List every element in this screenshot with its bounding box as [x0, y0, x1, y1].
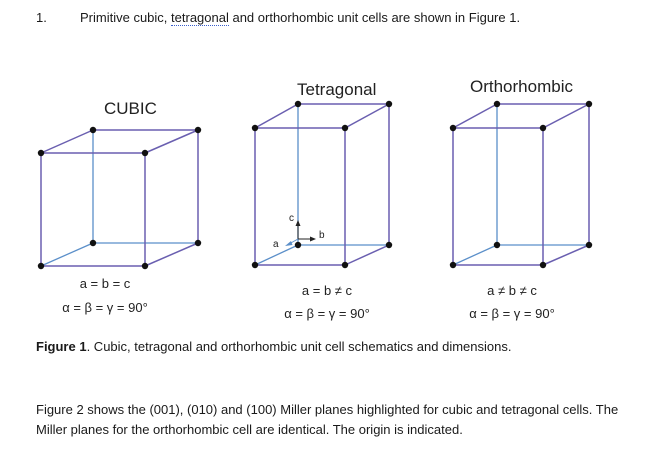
orthorhombic-title: Orthorhombic [470, 77, 573, 96]
tetragonal-angles: α = β = γ = 90° [284, 306, 370, 321]
caption-label: Figure 1 [36, 339, 87, 354]
cubic-angles: α = β = γ = 90° [62, 300, 148, 315]
question-text-start: Primitive cubic, [80, 10, 172, 25]
cubic-title: CUBIC [104, 99, 157, 118]
question-number: 1. [36, 10, 47, 25]
question-text: Primitive cubic, tetragonal and orthorho… [80, 10, 521, 26]
axis-label-b: b [319, 230, 325, 241]
axis-arrows [285, 220, 316, 246]
orthorhombic-angles: α = β = γ = 90° [469, 306, 555, 321]
tetragonal-underlined-word: tetragonal [171, 10, 229, 26]
tetragonal-cell [251, 100, 393, 269]
orthorhombic-cell [449, 100, 593, 269]
axis-label-a: a [273, 239, 279, 250]
cubic-relation: a = b = c [79, 276, 131, 291]
question-text-end: and orthorhombic unit cells are shown in… [228, 10, 521, 25]
figure-caption: Figure 1. Cubic, tetragonal and orthorho… [36, 339, 511, 354]
caption-text: . Cubic, tetragonal and orthorhombic uni… [86, 339, 512, 354]
axis-label-c: c [289, 213, 294, 224]
tetragonal-title: Tetragonal [297, 80, 377, 99]
cubic-cell [37, 126, 202, 270]
tetragonal-relation: a = b ≠ c [301, 283, 353, 298]
orthorhombic-relation: a ≠ b ≠ c [487, 283, 537, 298]
figure-1-unit-cells [37, 100, 593, 270]
body-paragraph: Figure 2 shows the (001), (010) and (100… [36, 402, 619, 437]
